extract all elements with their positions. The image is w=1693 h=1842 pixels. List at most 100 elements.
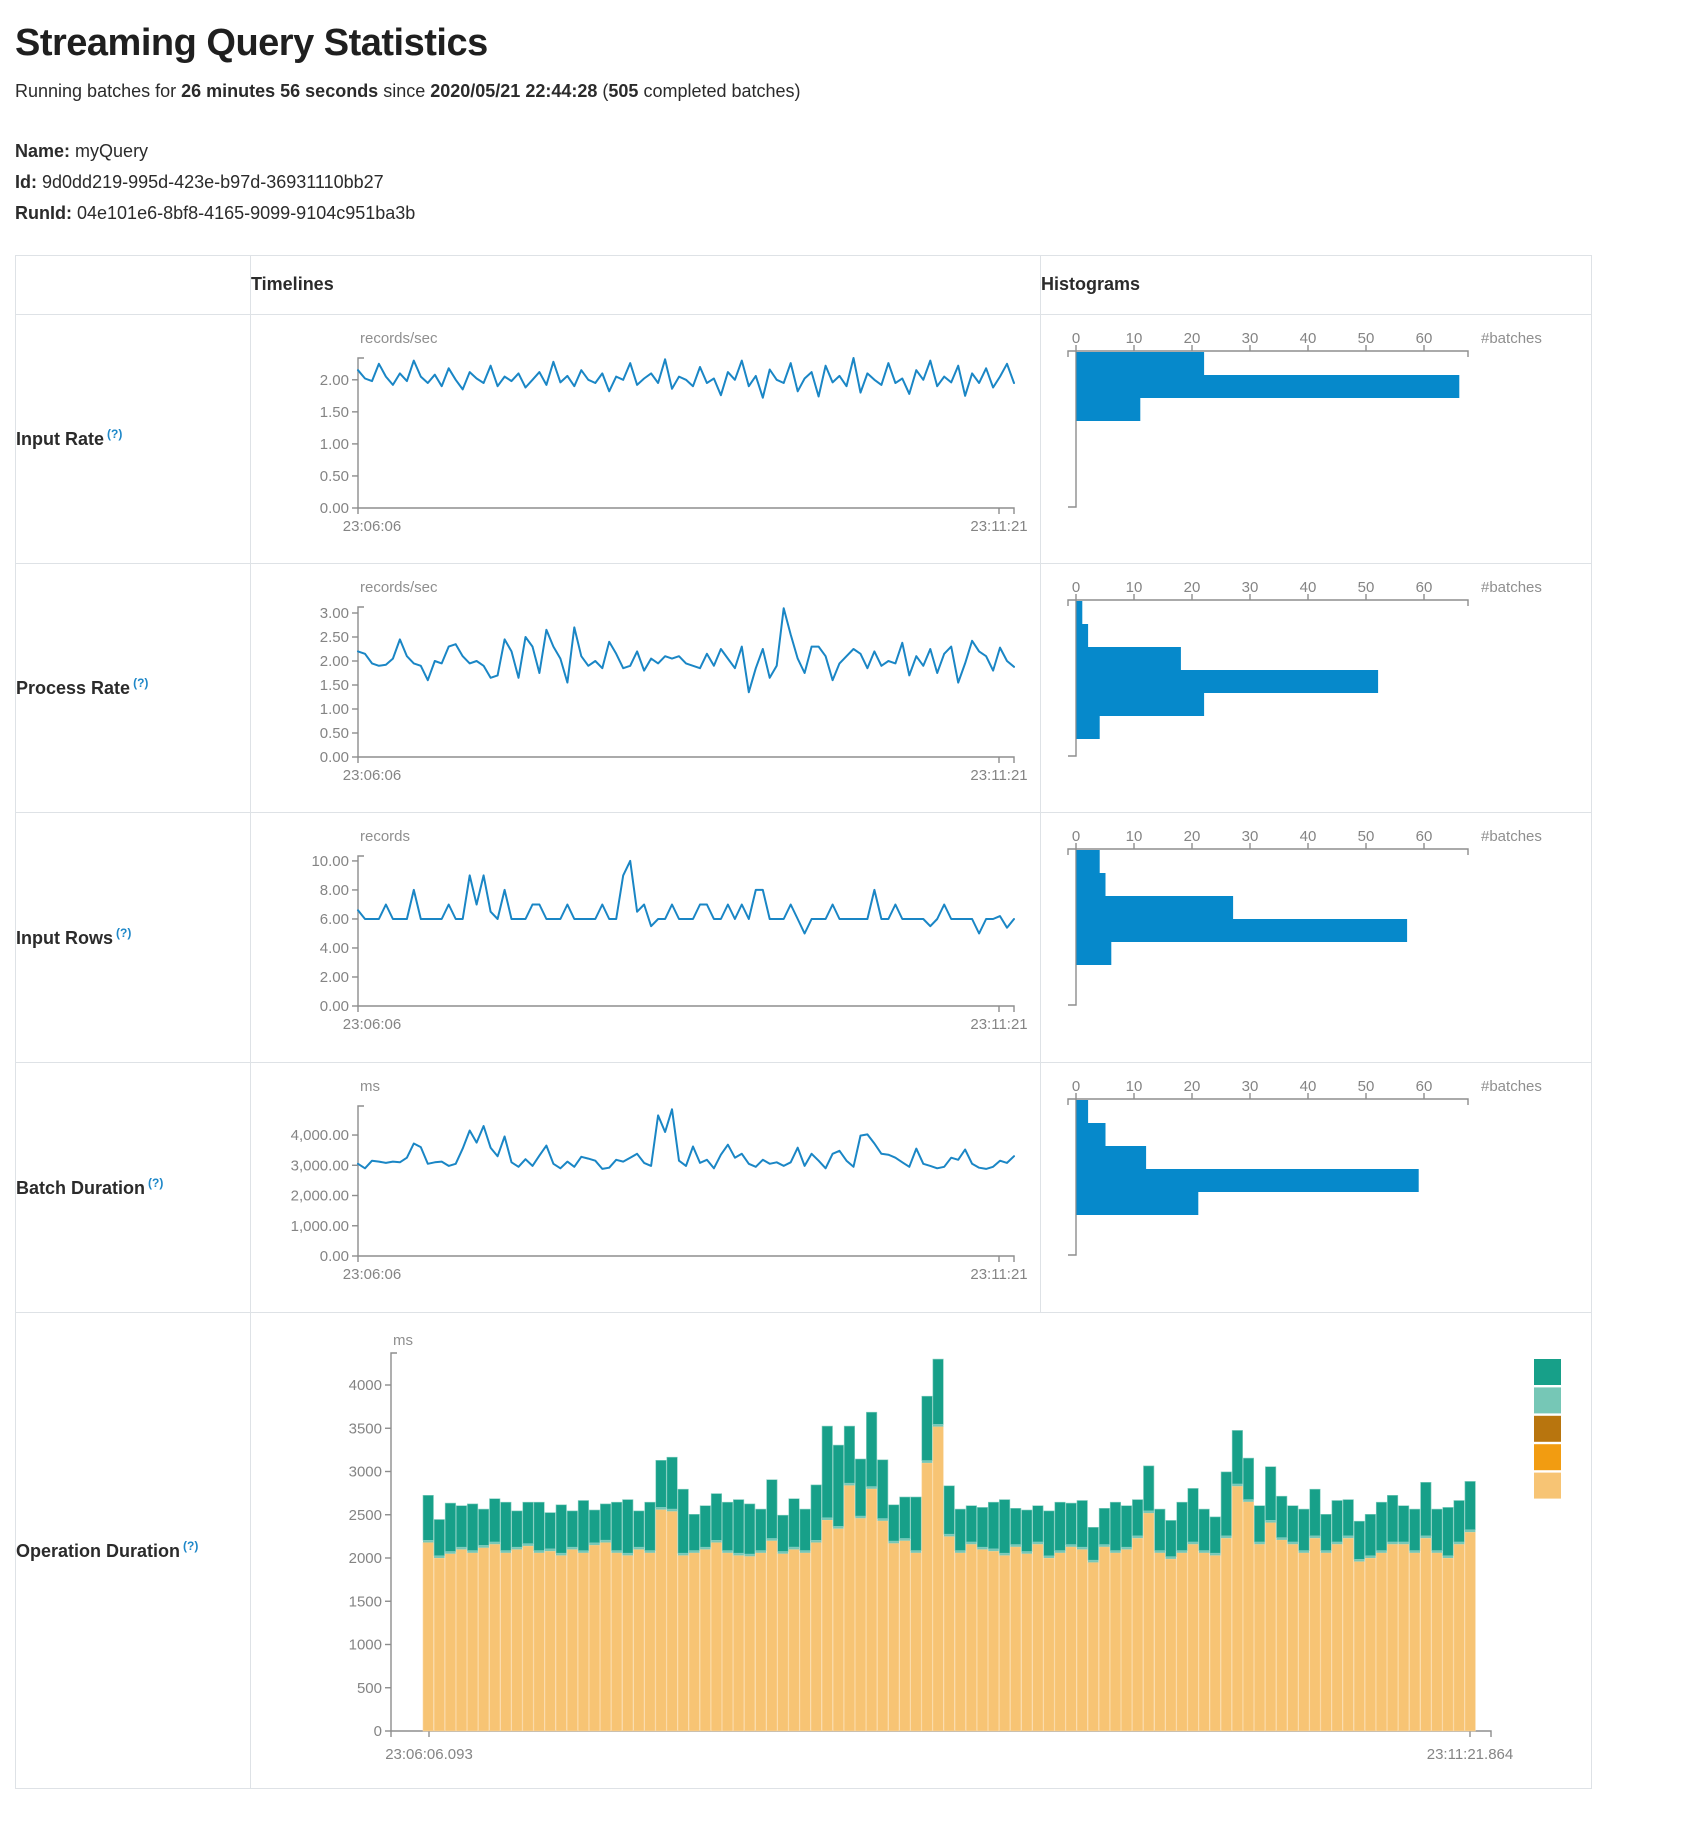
x-tick-label: 30 xyxy=(1242,579,1259,596)
row-label: Input Rows xyxy=(16,927,113,948)
y-tick-label: 0.00 xyxy=(320,500,349,517)
stacked-bar-bottom xyxy=(455,1548,468,1732)
query-id-row: Id: 9d0dd219-995d-423e-b97d-36931110bb27 xyxy=(15,167,1678,198)
page-title: Streaming Query Statistics xyxy=(15,22,488,64)
operation-duration-help-icon[interactable]: (?) xyxy=(183,1538,199,1553)
stacked-bar-middle xyxy=(711,1540,722,1543)
batches-label: #batches xyxy=(1481,579,1542,596)
stacked-bar-middle xyxy=(733,1553,744,1556)
histogram-bar xyxy=(1076,600,1083,624)
stacked-bar-middle xyxy=(1198,1550,1210,1553)
stacked-bar-bottom xyxy=(1076,1548,1088,1732)
stacked-bar-middle xyxy=(655,1507,667,1510)
input-rows-histogram-chart: 0 10 20 30 40 50 60 #batches xyxy=(1040,811,1592,1063)
batch-duration-row: Batch Duration (?) ms 4,000.00 3,000.00 2,00… xyxy=(15,1061,1592,1313)
x-start-label: 23:06:06 xyxy=(343,767,401,784)
input-rows-help-icon[interactable]: (?) xyxy=(116,925,132,940)
x-tick-label: 0 xyxy=(1072,828,1080,845)
stacked-bar-middle xyxy=(1331,1541,1343,1545)
y-tick-label: 3000 xyxy=(349,1463,382,1480)
histogram-bar xyxy=(1076,872,1106,896)
stacked-bar-middle xyxy=(810,1540,822,1543)
stacked-bar-bottom xyxy=(1198,1552,1210,1732)
y-tick-label: 3,000.00 xyxy=(291,1157,349,1174)
query-runid-row: RunId: 04e101e6-8bf8-4165-9099-9104c951b… xyxy=(15,198,1678,229)
stacked-bar-middle xyxy=(877,1518,888,1521)
stacked-bar-top xyxy=(1265,1466,1277,1521)
stacked-bar-middle xyxy=(689,1550,700,1553)
stacked-bar-middle xyxy=(1032,1541,1044,1545)
stacked-bar-top xyxy=(1309,1488,1321,1537)
stacked-bar-middle xyxy=(755,1550,767,1553)
stacked-bar-bottom xyxy=(611,1552,623,1732)
stacked-bar-top xyxy=(1165,1519,1177,1557)
stacked-bar-top xyxy=(688,1513,700,1551)
timeline-line xyxy=(357,607,1015,694)
stacked-bar-middle xyxy=(1209,1553,1221,1556)
stacked-bar-bottom xyxy=(1254,1543,1266,1732)
stacked-bar-bottom xyxy=(1143,1512,1155,1732)
stacked-bar-bottom xyxy=(755,1552,767,1732)
column-header-histograms: Histograms xyxy=(1040,254,1592,315)
stacked-bar-top xyxy=(1098,1507,1110,1545)
histogram-bar xyxy=(1076,692,1205,716)
stacked-bar-middle xyxy=(921,1460,933,1463)
stacked-bar-top xyxy=(555,1504,567,1554)
stacked-bar-top xyxy=(1398,1505,1410,1543)
stacked-bar-top xyxy=(444,1502,456,1552)
x-tick-label: 20 xyxy=(1184,330,1201,347)
unit-label: records/sec xyxy=(360,330,438,347)
stacked-bar-bottom xyxy=(600,1541,612,1732)
timeline-svg: ms4,000.003,000.002,000.001,000.000.0023… xyxy=(291,1078,1028,1283)
stacked-bar-top xyxy=(766,1479,778,1539)
stacked-bar-middle xyxy=(1298,1550,1310,1553)
y-axis xyxy=(1068,1098,1077,1256)
stacked-bar-bottom xyxy=(821,1519,833,1732)
stacked-bar-middle xyxy=(744,1553,755,1557)
histogram-bar xyxy=(1076,1122,1106,1146)
stacked-bar-middle xyxy=(1154,1550,1166,1553)
operation-duration-svg: ms 4000 3500 3000 2500 2000 1500 1000 500 023:06:… xyxy=(349,1332,1561,1763)
stacked-bar-middle xyxy=(611,1550,622,1553)
stacked-bar-bottom xyxy=(1165,1558,1177,1732)
x-tick-label: 50 xyxy=(1358,1078,1375,1095)
stacked-bar-middle xyxy=(1043,1555,1055,1558)
stacked-bar-top xyxy=(1364,1513,1376,1556)
batches-label: #batches xyxy=(1481,1078,1542,1095)
since-word: since xyxy=(378,81,431,101)
stacked-bar-top xyxy=(1242,1457,1255,1500)
batch-duration-help-icon[interactable]: (?) xyxy=(148,1175,164,1190)
stacked-bar-top xyxy=(1409,1508,1421,1551)
x-axis xyxy=(1067,848,1469,855)
stacked-bar-bottom xyxy=(888,1542,900,1732)
name-label: Name: xyxy=(15,141,71,161)
y-tick-label: 0.00 xyxy=(320,998,349,1015)
stacked-bar-bottom xyxy=(1420,1537,1432,1732)
histogram-bar xyxy=(1076,941,1112,965)
input-rows-timeline-chart: records 10.00 8.00 6.00 4.00 2.00 0.00 23:06:06… xyxy=(250,811,1041,1063)
stacked-bar-top xyxy=(866,1411,878,1487)
stacked-bar-top xyxy=(1065,1502,1077,1545)
process-rate-help-icon[interactable]: (?) xyxy=(133,676,149,691)
stacked-bar-top xyxy=(1209,1516,1221,1554)
stacked-bar-bottom xyxy=(666,1510,678,1732)
stacked-bar-top xyxy=(810,1484,822,1541)
stacked-bar-middle xyxy=(1176,1550,1188,1553)
legend-swatch xyxy=(1534,1444,1561,1471)
name-value: myQuery xyxy=(75,141,149,161)
input-rate-help-icon[interactable]: (?) xyxy=(107,427,123,442)
timeline-svg: records 10.00 8.00 6.00 4.00 2.00 0.0023:06:06… xyxy=(311,828,1027,1033)
y-tick-label: 2.00 xyxy=(320,969,349,986)
stacked-bar-middle xyxy=(1376,1550,1387,1553)
process-rate-histogram-chart: 0 10 20 30 40 50 60 #batches xyxy=(1040,562,1592,813)
x-start-label: 23:06:06 xyxy=(343,1016,401,1033)
stacked-bar-bottom xyxy=(1331,1543,1343,1732)
stacked-bar-bottom xyxy=(467,1552,479,1732)
stacked-bar-bottom xyxy=(1409,1552,1421,1732)
stacked-bar-middle xyxy=(644,1550,656,1553)
stacked-bar-middle xyxy=(544,1548,556,1551)
x-start-label: 23:06:06 xyxy=(343,518,401,535)
stacked-bar-bottom xyxy=(544,1550,556,1732)
histogram-bar xyxy=(1076,1145,1147,1169)
histogram-svg: 0 10 20 30 40 50 60 #batches xyxy=(1067,1078,1542,1256)
